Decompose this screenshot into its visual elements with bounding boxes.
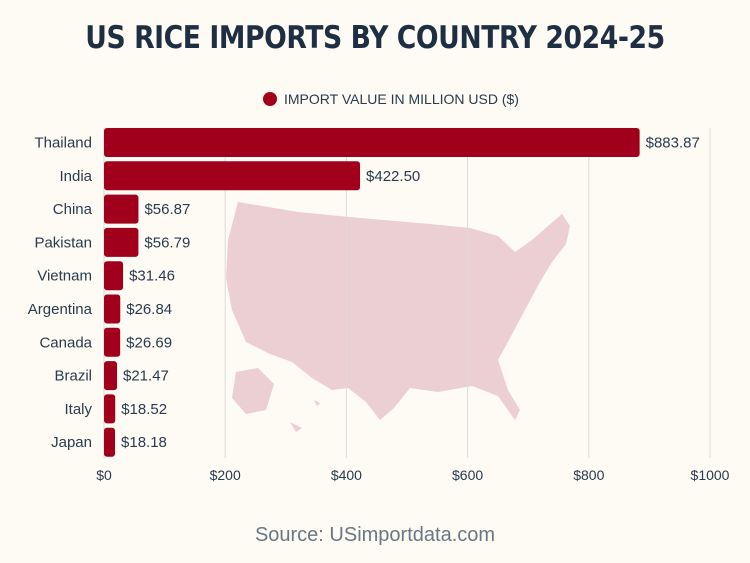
- labels: $0 $200 $400 $600 $800 $1000 Thailand $883.87 In…: [28, 135, 730, 484]
- bar: [104, 194, 139, 224]
- x-tick-label: $0: [96, 467, 112, 483]
- x-tick-label: $600: [452, 467, 483, 483]
- category-label: Vietnam: [37, 268, 92, 285]
- bar: [104, 394, 116, 424]
- data-label: $883.87: [646, 135, 700, 152]
- bar: [104, 128, 640, 157]
- category-label: Japan: [51, 434, 92, 451]
- category-label: Canada: [39, 334, 92, 351]
- data-label: $18.18: [121, 434, 167, 451]
- bar: [104, 361, 118, 391]
- bar: [104, 261, 124, 291]
- category-label: Brazil: [54, 368, 92, 385]
- data-label: $56.79: [144, 234, 190, 251]
- legend-marker: [263, 92, 277, 106]
- data-label: $56.87: [144, 201, 190, 218]
- data-label: $422.50: [366, 168, 420, 185]
- x-tick-label: $200: [210, 467, 241, 483]
- bar: [104, 427, 116, 457]
- us-map-icon: [226, 202, 570, 432]
- data-label: $26.69: [126, 334, 172, 351]
- category-label: Italy: [64, 401, 92, 418]
- legend: IMPORT VALUE IN MILLION USD ($): [263, 91, 519, 107]
- x-tick-label: $800: [573, 467, 604, 483]
- bar: [104, 327, 121, 357]
- x-tick-label: $400: [331, 467, 362, 483]
- source-note: Source: USimportdata.com: [254, 524, 496, 546]
- chart-title: US RICE IMPORTS BY COUNTRY 2024-25: [85, 20, 665, 56]
- bars: [104, 128, 640, 457]
- category-label: Argentina: [28, 301, 93, 318]
- category-label: Thailand: [34, 135, 92, 152]
- category-label: China: [53, 201, 93, 218]
- data-label: $21.47: [123, 368, 169, 385]
- category-label: Pakistan: [34, 234, 92, 251]
- bar: [104, 227, 139, 257]
- bar: [104, 161, 361, 191]
- legend-label: IMPORT VALUE IN MILLION USD ($): [284, 91, 519, 107]
- bar: [104, 294, 121, 324]
- data-label: $18.52: [121, 401, 167, 418]
- data-label: $31.46: [129, 268, 175, 285]
- data-label: $26.84: [126, 301, 172, 318]
- x-tick-label: $1000: [691, 467, 730, 483]
- category-label: India: [59, 168, 92, 185]
